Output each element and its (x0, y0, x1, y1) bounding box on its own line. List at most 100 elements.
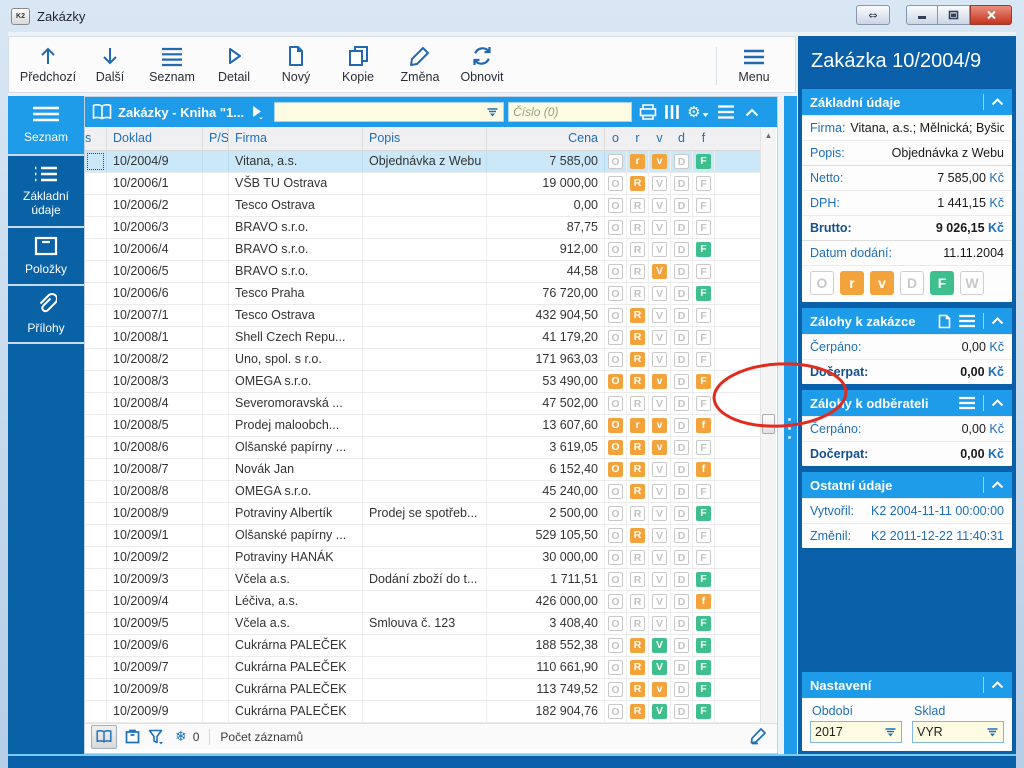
table-row[interactable]: 10/2006/6 Tesco Praha 76 720,00 O R V D F (85, 283, 761, 305)
col-o[interactable]: o (605, 127, 627, 150)
titlebar[interactable]: K2 Zakázky ⇔ (0, 0, 1024, 32)
vertical-scrollbar[interactable]: ▲ (760, 127, 776, 723)
cell-flag: V (649, 173, 671, 194)
filter-input[interactable] (275, 104, 487, 120)
previous-button[interactable]: Předchozí (17, 40, 79, 90)
sidebar-item-zakladni-udaje[interactable]: Základní údaje (8, 156, 84, 228)
menu-button[interactable]: Menu (723, 40, 785, 90)
table-row[interactable]: 10/2006/5 BRAVO s.r.o. 44,58 O R V D F (85, 261, 761, 283)
col-r[interactable]: r (627, 127, 649, 150)
chevron-up-icon[interactable] (991, 98, 1004, 106)
filter-combo[interactable] (274, 102, 505, 122)
print-icon[interactable] (639, 104, 657, 120)
col-f[interactable]: f (693, 127, 715, 150)
section-header[interactable]: Zálohy k odběrateli (802, 390, 1012, 416)
flag-d: D (674, 682, 689, 697)
col-cena[interactable]: Cena (487, 127, 605, 150)
dropdown-icon[interactable] (884, 727, 897, 737)
search-input[interactable] (509, 104, 673, 120)
chevron-up-icon[interactable] (991, 399, 1004, 407)
splitter-bar[interactable] (784, 96, 797, 754)
table-row[interactable]: 10/2008/4 Severomoravská ... 47 502,00 O R V D… (85, 393, 761, 415)
section-header[interactable]: Zálohy k zakázce (802, 308, 1012, 334)
freeze-icon[interactable]: ❄ (175, 728, 187, 745)
dropdown-icon[interactable] (986, 727, 999, 737)
table-row[interactable]: 10/2009/7 Cukrárna PALEČEK 110 661,90 O R V D F (85, 657, 761, 679)
book-view-button[interactable] (91, 724, 117, 749)
table-row[interactable]: 10/2009/3 Včela a.s. Dodání zboží do t... 1… (85, 569, 761, 591)
table-row[interactable]: 10/2004/9 Vitana, a.s. Objednávka z Webu 7 … (85, 151, 761, 173)
next-button[interactable]: Další (79, 40, 141, 90)
grid-header[interactable]: s Doklad P/S Firma Popis Cena o r v d f (85, 127, 761, 151)
search-box[interactable] (508, 102, 673, 122)
table-row[interactable]: 10/2009/9 Cukrárna PALEČEK 182 904,76 O R V D F (85, 701, 761, 723)
close-button[interactable] (970, 5, 1012, 25)
edit-pencil-icon[interactable] (749, 727, 767, 745)
table-row[interactable]: 10/2006/2 Tesco Ostrava 0,00 O R V D F (85, 195, 761, 217)
col-d[interactable]: d (671, 127, 693, 150)
section-header[interactable]: Základní údaje (802, 89, 1012, 115)
detail-button[interactable]: Detail (203, 40, 265, 90)
table-row[interactable]: 10/2008/2 Uno, spol. s r.o. 171 963,03 O R V D… (85, 349, 761, 371)
table-row[interactable]: 10/2006/1 VŠB TU Ostrava 19 000,00 O R V D F (85, 173, 761, 195)
minimize-button[interactable] (906, 5, 938, 25)
table-row[interactable]: 10/2009/5 Včela a.s. Smlouva č. 123 3 408,4… (85, 613, 761, 635)
field-label: Čerpáno: (810, 422, 862, 436)
table-row[interactable]: 10/2008/9 Potraviny Albertík Prodej se spo… (85, 503, 761, 525)
scroll-up-icon[interactable]: ▲ (764, 131, 773, 140)
col-firma[interactable]: Firma (229, 127, 363, 150)
col-ps[interactable]: P/S (203, 127, 229, 150)
col-s[interactable]: s (85, 127, 107, 150)
filter-icon[interactable] (148, 729, 165, 745)
settings-gear-icon[interactable]: ⚙ (687, 104, 709, 120)
section-menu-icon[interactable] (958, 314, 976, 328)
dropdown-icon[interactable] (486, 107, 499, 117)
table-row[interactable]: 10/2008/8 OMEGA s.r.o. 45 240,00 O R V D F (85, 481, 761, 503)
chevron-up-icon[interactable] (991, 481, 1004, 489)
list-button[interactable]: Seznam (141, 40, 203, 90)
chevron-up-icon[interactable] (991, 681, 1004, 689)
table-row[interactable]: 10/2008/1 Shell Czech Repu... 41 179,20 O R V… (85, 327, 761, 349)
columns-icon[interactable] (664, 104, 680, 120)
new-button[interactable]: Nový (265, 40, 327, 90)
change-button[interactable]: Změna (389, 40, 451, 90)
change-label: Změna (400, 70, 440, 84)
table-row[interactable]: 10/2009/1 Olšanské papírny ... 529 105,50 O… (85, 525, 761, 547)
resize-button[interactable]: ⇔ (856, 5, 890, 25)
col-v[interactable]: v (649, 127, 671, 150)
cell-flag: R (627, 701, 649, 722)
container-icon[interactable] (125, 729, 140, 744)
section-menu-icon[interactable] (958, 396, 976, 410)
document-icon[interactable] (938, 314, 951, 329)
book-select-icon[interactable] (252, 105, 264, 119)
table-row[interactable]: 10/2009/2 Potraviny HANÁK 30 000,00 O R V D F (85, 547, 761, 569)
table-row[interactable]: 10/2007/1 Tesco Ostrava 432 904,50 O R V D F (85, 305, 761, 327)
table-row[interactable]: 10/2006/4 BRAVO s.r.o. 912,00 O R V D F (85, 239, 761, 261)
collapse-icon[interactable] (745, 108, 759, 117)
panel-splitter[interactable] (778, 96, 798, 754)
maximize-button[interactable] (938, 5, 970, 25)
obdobi-select[interactable]: 2017 (810, 721, 902, 743)
grid-menu-icon[interactable] (716, 104, 736, 120)
sklad-select[interactable]: VYR (912, 721, 1004, 743)
sidebar-item-seznam[interactable]: Seznam (8, 96, 84, 156)
chevron-up-icon[interactable] (991, 317, 1004, 325)
col-doklad[interactable]: Doklad (107, 127, 203, 150)
section-header[interactable]: Ostatní údaje (802, 472, 1012, 498)
section-header[interactable]: Nastavení (802, 672, 1012, 698)
table-row[interactable]: 10/2006/3 BRAVO s.r.o. 87,75 O R V D F (85, 217, 761, 239)
refresh-button[interactable]: Obnovit (451, 40, 513, 90)
cell-flag: O (605, 657, 627, 678)
sidebar-item-prilohy[interactable]: Přílohy (8, 286, 84, 344)
copy-button[interactable]: Kopie (327, 40, 389, 90)
sidebar-item-polozky[interactable]: Položky (8, 228, 84, 286)
table-row[interactable]: 10/2009/6 Cukrárna PALEČEK 188 552,38 O R V D F (85, 635, 761, 657)
scrollbar-thumb[interactable] (762, 414, 775, 434)
col-popis[interactable]: Popis (363, 127, 487, 150)
